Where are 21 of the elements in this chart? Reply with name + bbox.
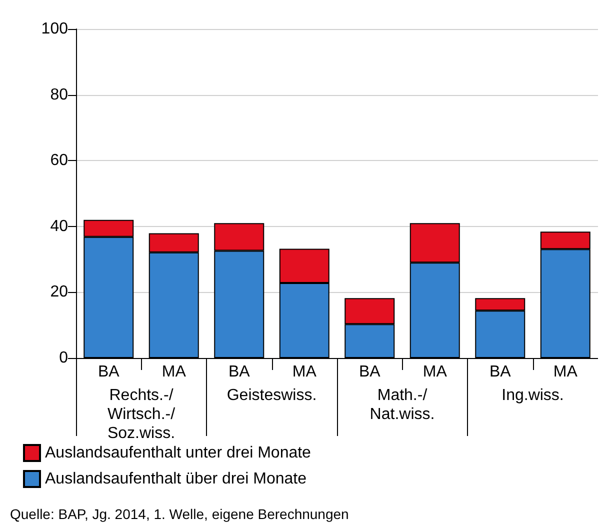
x-tick-label: BA xyxy=(228,364,250,380)
source-note: Quelle: BAP, Jg. 2014, 1. Welle, eigene Berechnungen xyxy=(10,506,349,522)
y-tick-label: 80 xyxy=(50,86,68,104)
x-tick-label: MA xyxy=(162,364,186,380)
y-tick-label: 60 xyxy=(50,152,68,170)
x-tick-label: MA xyxy=(553,364,578,380)
x-tick-label: MA xyxy=(292,364,317,380)
y-tick-label: 40 xyxy=(50,218,68,235)
legend-label: Auslandsaufenthalt über drei Monate xyxy=(45,470,307,488)
text: Rechts.-/ Wirtsch.-/ Soz.wiss. xyxy=(107,387,176,442)
text: Geisteswiss. xyxy=(226,387,317,404)
y-tick-label: 100 xyxy=(41,20,68,38)
y-tick-label: 20 xyxy=(50,284,68,301)
x-tick-label: BA xyxy=(489,364,512,380)
text: Ing.wiss. xyxy=(502,387,564,404)
y-tick-label: 0 xyxy=(59,350,68,366)
legend-label: Auslandsaufenthalt unter drei Monate xyxy=(45,444,312,462)
x-tick-label: BA xyxy=(358,364,381,380)
text: Math.-/ Nat.wiss. xyxy=(370,387,435,423)
x-tick-label: MA xyxy=(422,364,448,380)
x-tick-label: BA xyxy=(98,364,120,380)
